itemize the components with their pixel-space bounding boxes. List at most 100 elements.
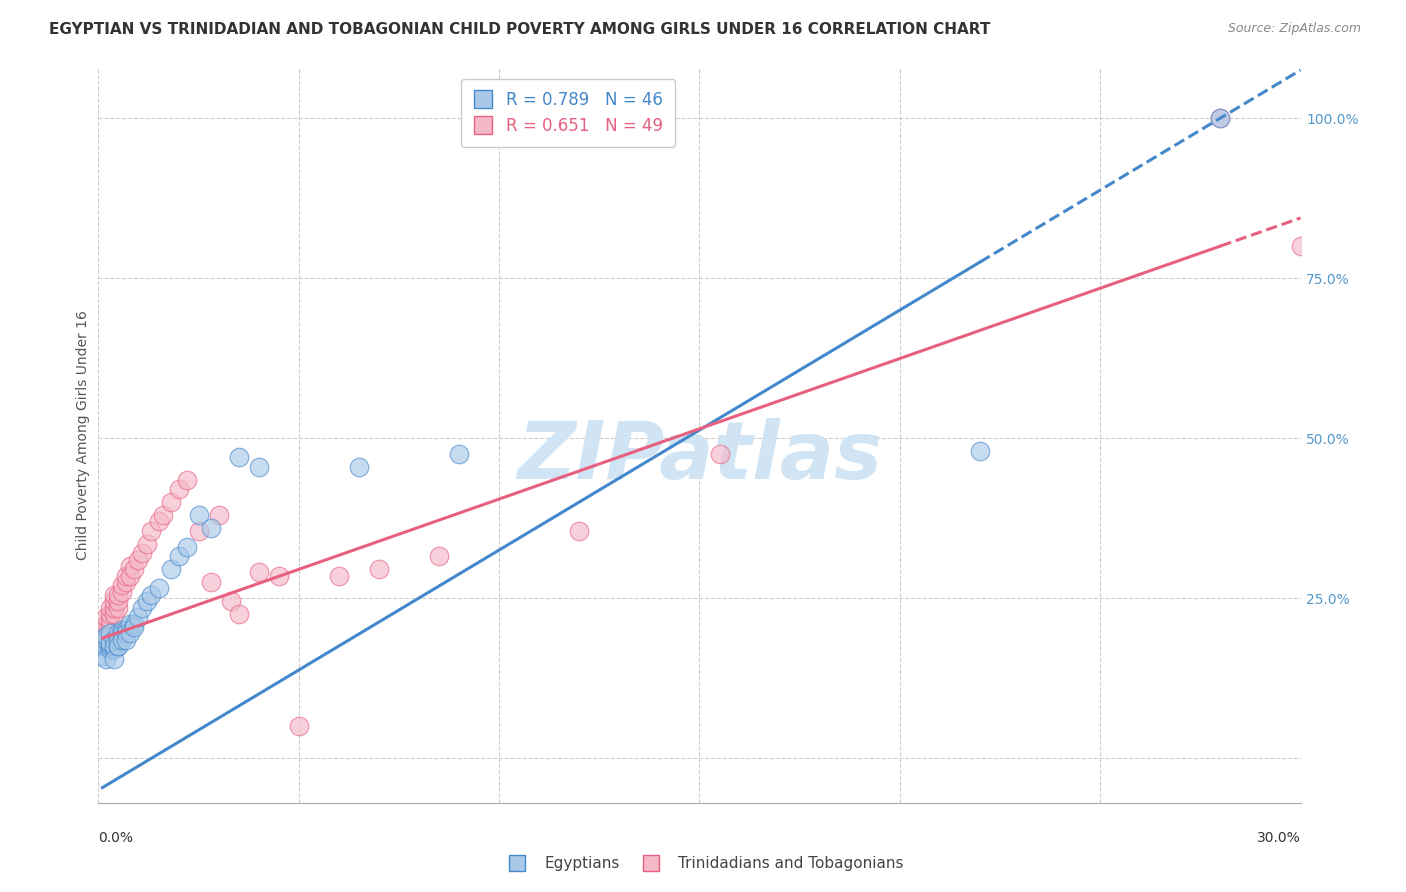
Point: [247, 459, 270, 474]
Point: [1209, 111, 1232, 125]
Point: [111, 578, 134, 592]
Point: [267, 568, 290, 582]
Point: [187, 524, 209, 538]
Point: [128, 610, 150, 624]
Point: [135, 594, 157, 608]
Point: [115, 632, 138, 647]
Point: [120, 559, 142, 574]
Point: [228, 607, 250, 621]
Y-axis label: Child Poverty Among Girls Under 16: Child Poverty Among Girls Under 16: [76, 310, 90, 560]
Point: [91, 632, 114, 647]
Point: [427, 549, 450, 564]
Point: [96, 616, 118, 631]
Point: [176, 473, 198, 487]
Point: [115, 568, 138, 582]
Point: [96, 632, 118, 647]
Point: [91, 626, 114, 640]
Point: [100, 636, 122, 650]
Point: [111, 584, 134, 599]
Text: EGYPTIAN VS TRINIDADIAN AND TOBAGONIAN CHILD POVERTY AMONG GIRLS UNDER 16 CORREL: EGYPTIAN VS TRINIDADIAN AND TOBAGONIAN C…: [49, 22, 991, 37]
Legend: Egyptians, Trinidadians and Tobagonians: Egyptians, Trinidadians and Tobagonians: [496, 850, 910, 877]
Point: [103, 600, 125, 615]
Point: [120, 616, 142, 631]
Point: [152, 508, 174, 522]
Point: [111, 623, 134, 637]
Point: [100, 636, 122, 650]
Text: ZIPatlas: ZIPatlas: [517, 418, 882, 496]
Point: [107, 594, 129, 608]
Point: [96, 626, 118, 640]
Point: [100, 614, 122, 628]
Point: [103, 607, 125, 621]
Text: 0.0%: 0.0%: [98, 830, 134, 845]
Point: [100, 639, 122, 653]
Point: [1209, 111, 1232, 125]
Point: [139, 524, 162, 538]
Point: [107, 639, 129, 653]
Text: 30.0%: 30.0%: [1257, 830, 1301, 845]
Point: [91, 639, 114, 653]
Point: [107, 600, 129, 615]
Point: [96, 623, 118, 637]
Point: [100, 642, 122, 657]
Point: [200, 521, 222, 535]
Point: [148, 514, 170, 528]
Point: [103, 652, 125, 666]
Point: [91, 632, 114, 647]
Point: [111, 632, 134, 647]
Point: [176, 540, 198, 554]
Point: [135, 536, 157, 550]
Point: [347, 459, 370, 474]
Point: [96, 652, 118, 666]
Point: [1289, 239, 1312, 253]
Point: [148, 582, 170, 596]
Point: [131, 600, 153, 615]
Point: [100, 607, 122, 621]
Point: [131, 546, 153, 560]
Point: [568, 524, 591, 538]
Point: [120, 626, 142, 640]
Point: [103, 632, 125, 647]
Point: [103, 588, 125, 602]
Point: [288, 719, 311, 733]
Point: [103, 594, 125, 608]
Point: [969, 443, 991, 458]
Point: [167, 549, 190, 564]
Point: [159, 495, 181, 509]
Point: [103, 639, 125, 653]
Point: [115, 623, 138, 637]
Point: [187, 508, 209, 522]
Point: [328, 568, 350, 582]
Text: Source: ZipAtlas.com: Source: ZipAtlas.com: [1227, 22, 1361, 36]
Point: [115, 575, 138, 590]
Point: [139, 588, 162, 602]
Point: [228, 450, 250, 465]
Point: [219, 594, 242, 608]
Point: [124, 616, 146, 631]
Point: [709, 447, 731, 461]
Point: [124, 562, 146, 576]
Point: [107, 588, 129, 602]
Point: [447, 447, 470, 461]
Point: [107, 626, 129, 640]
Point: [91, 620, 114, 634]
Point: [159, 562, 181, 576]
Point: [107, 639, 129, 653]
Point: [96, 610, 118, 624]
Point: [167, 482, 190, 496]
Point: [120, 568, 142, 582]
Point: [128, 552, 150, 566]
Point: [96, 629, 118, 643]
Point: [124, 620, 146, 634]
Point: [111, 626, 134, 640]
Point: [115, 626, 138, 640]
Point: [200, 575, 222, 590]
Point: [103, 642, 125, 657]
Point: [96, 639, 118, 653]
Point: [100, 626, 122, 640]
Point: [91, 648, 114, 663]
Point: [100, 600, 122, 615]
Point: [100, 620, 122, 634]
Point: [107, 632, 129, 647]
Legend: R = 0.789   N = 46, R = 0.651   N = 49: R = 0.789 N = 46, R = 0.651 N = 49: [461, 78, 675, 146]
